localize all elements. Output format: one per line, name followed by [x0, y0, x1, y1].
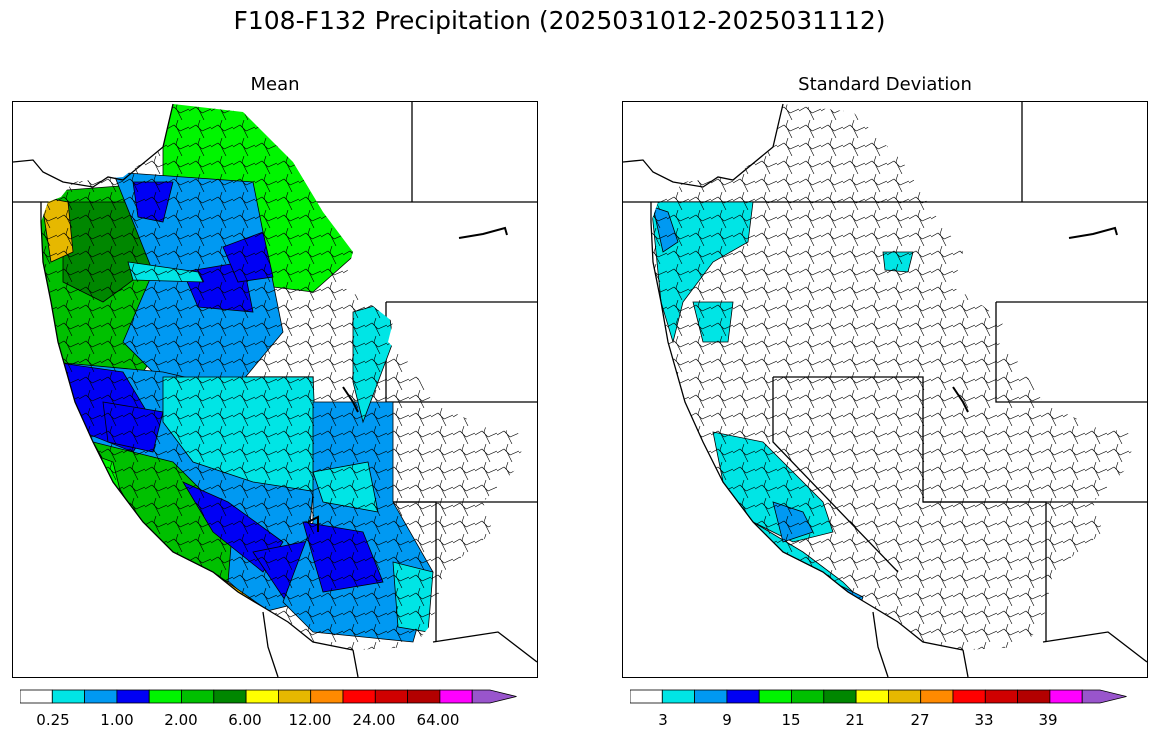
mean-colorbar-swatch [181, 689, 215, 704]
mean-colorbar-label: 6.00 [228, 711, 262, 729]
std-colorbar-swatch [855, 689, 889, 704]
std-colorbar-swatch [791, 689, 825, 704]
mean-colorbar-swatch [277, 689, 312, 704]
std-colorbar-swatch [758, 689, 792, 704]
mean-colorbar-swatch [439, 689, 473, 704]
std-colorbar-label: 21 [845, 711, 865, 729]
std-colorbar-label: 33 [974, 711, 994, 729]
std-colorbar-swatches [629, 689, 1127, 704]
std-panel-title: Standard Deviation [798, 74, 972, 95]
mean-colorbar-label: 0.25 [36, 711, 70, 729]
mean-map [12, 101, 538, 678]
mean-colorbar-swatch [245, 689, 279, 704]
std-colorbar-swatch [984, 689, 1018, 704]
mean-colorbar-label: 64.00 [416, 711, 460, 729]
mean-colorbar-swatch [471, 689, 517, 704]
mean-colorbar-swatch [342, 689, 376, 704]
std-colorbar-swatch [629, 689, 663, 704]
std-colorbar: 3 9 15 21 27 33 39 [629, 689, 1150, 729]
mean-colorbar-swatch [148, 689, 182, 704]
mean-colorbar-swatch [116, 689, 150, 704]
std-colorbar-label: 39 [1038, 711, 1058, 729]
std-colorbar-swatch [952, 689, 986, 704]
mean-colorbar-swatch [213, 689, 247, 704]
mean-panel-title: Mean [250, 74, 300, 95]
mean-colorbar-label: 24.00 [352, 711, 396, 729]
mean-colorbar-swatch [310, 689, 344, 704]
std-colorbar-swatch [1081, 689, 1127, 704]
std-colorbar-swatch [1049, 689, 1083, 704]
figure-title: F108-F132 Precipitation (2025031012-2025… [233, 6, 886, 35]
std-colorbar-swatch [887, 689, 922, 704]
std-colorbar-swatch [823, 689, 857, 704]
std-colorbar-label: 27 [910, 711, 930, 729]
mean-colorbar-swatches [19, 689, 517, 704]
mean-colorbar-swatch [407, 689, 441, 704]
std-colorbar-swatch [726, 689, 760, 704]
mean-colorbar-label: 2.00 [164, 711, 198, 729]
std-colorbar-label: 9 [722, 711, 732, 729]
mean-colorbar-label: 1.00 [100, 711, 134, 729]
mean-colorbar-swatch [19, 689, 53, 704]
std-colorbar-swatch [1017, 689, 1051, 704]
mean-colorbar-swatch [84, 689, 118, 704]
mean-colorbar: 0.25 1.00 2.00 6.00 12.00 24.00 64.00 [19, 689, 540, 729]
std-colorbar-swatch [661, 689, 695, 704]
std-colorbar-label: 15 [781, 711, 801, 729]
std-colorbar-swatch [920, 689, 954, 704]
std-colorbar-swatch [694, 689, 728, 704]
std-colorbar-label: 3 [658, 711, 668, 729]
mean-colorbar-label: 12.00 [288, 711, 332, 729]
mean-colorbar-swatch [51, 689, 85, 704]
mean-colorbar-swatch [374, 689, 408, 704]
std-map [622, 101, 1148, 678]
